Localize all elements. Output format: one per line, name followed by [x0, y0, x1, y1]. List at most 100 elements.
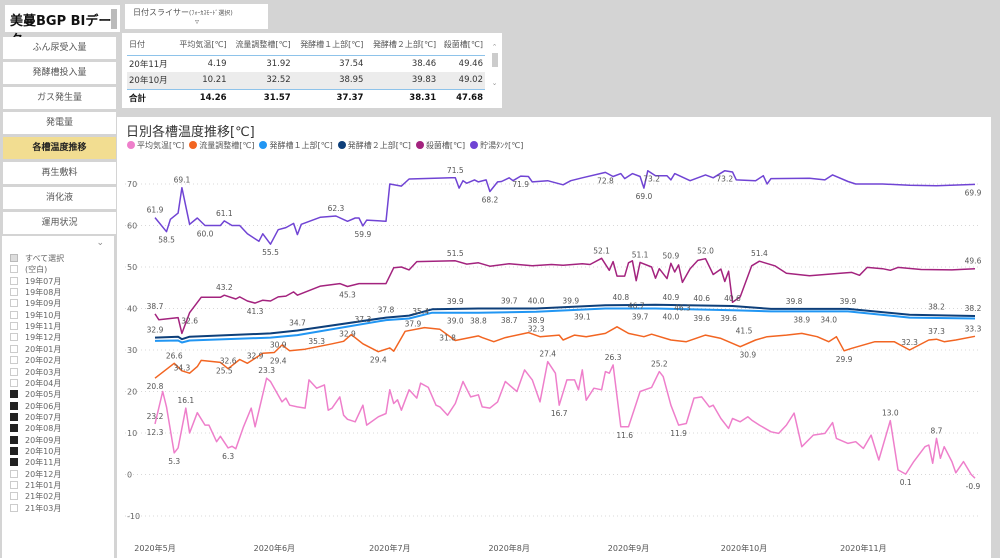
checkbox[interactable] — [10, 503, 18, 512]
checkbox[interactable] — [10, 390, 18, 399]
column-header[interactable]: 発酵槽１上部[℃] — [300, 40, 364, 49]
checkbox[interactable] — [10, 446, 18, 455]
legend-item[interactable]: 発酵槽１上部[℃] — [259, 141, 333, 150]
data-label: 39.1 — [574, 313, 591, 322]
chevron-down-icon[interactable]: ⌄ — [96, 238, 104, 248]
slicer-item[interactable]: 21年03月 — [10, 503, 61, 514]
slicer-item-label: 21年01月 — [25, 481, 62, 490]
slicer-item[interactable]: 20年05月 — [10, 389, 61, 400]
checkbox[interactable] — [10, 469, 18, 478]
legend-label: 殺菌槽[℃] — [425, 141, 466, 150]
slicer-item[interactable]: 20年11月 — [10, 457, 61, 468]
legend-item[interactable]: 平均気温[℃] — [127, 141, 184, 150]
title-scrollbar[interactable] — [111, 9, 117, 29]
date-slicer[interactable]: 日付スライサー(ﾌｫｰｶｽﾓｰﾄﾞ選択) ▿ — [125, 4, 268, 29]
x-tick-label: 2020年10月 — [721, 543, 768, 553]
checkbox[interactable] — [10, 299, 18, 308]
slicer-item[interactable]: 19年11月 — [10, 321, 61, 332]
checkbox[interactable] — [10, 481, 18, 489]
slicer-item[interactable]: 20年12月 — [10, 469, 61, 480]
checkbox[interactable] — [10, 254, 18, 262]
scroll-thumb[interactable] — [491, 53, 498, 67]
slicer-item[interactable]: 21年01月 — [10, 480, 61, 491]
slicer-item[interactable]: 20年03月 — [10, 367, 61, 378]
y-tick-label: 70 — [127, 180, 137, 189]
column-header[interactable]: 日付 — [129, 40, 145, 49]
checkbox[interactable] — [10, 288, 18, 297]
data-label: 40.9 — [663, 293, 680, 302]
x-tick-label: 2020年7月 — [369, 543, 410, 553]
slicer-item[interactable]: 20年06月 — [10, 401, 61, 412]
nav-button[interactable]: 運用状況 — [3, 212, 116, 234]
checkbox[interactable] — [10, 265, 18, 274]
filter-icon[interactable]: ▿ — [195, 17, 200, 26]
slicer-item[interactable]: 20年07月 — [10, 412, 61, 423]
data-label: 11.9 — [670, 429, 687, 438]
table-scrollbar[interactable]: ⌃ ⌄ — [491, 43, 498, 98]
legend-item[interactable]: 発酵槽２上部[℃] — [337, 141, 411, 150]
slicer-item[interactable]: 21年02月 — [10, 491, 61, 502]
nav-button[interactable]: 各槽温度推移 — [3, 137, 116, 159]
checkbox[interactable] — [10, 333, 18, 342]
data-label: 34.7 — [289, 318, 306, 327]
column-header[interactable]: 流量調整槽[℃] — [235, 40, 291, 49]
slicer-item[interactable]: 20年10月 — [10, 446, 61, 457]
nav-button[interactable]: ふん尿受入量 — [3, 37, 116, 59]
slicer-item[interactable]: 20年01月 — [10, 344, 61, 355]
checkbox[interactable] — [10, 378, 18, 387]
checkbox[interactable] — [10, 310, 18, 319]
slicer-item[interactable]: 20年08月 — [10, 423, 61, 434]
series-line — [154, 360, 976, 479]
data-label: 16.7 — [551, 409, 568, 418]
checkbox[interactable] — [10, 356, 18, 365]
slicer-item[interactable]: すべて選択 — [10, 253, 64, 264]
slicer-item[interactable]: 20年09月 — [10, 435, 61, 446]
nav-button[interactable]: 発電量 — [3, 112, 116, 134]
checkbox[interactable] — [10, 344, 18, 353]
slicer-item[interactable]: 19年09月 — [10, 298, 61, 309]
legend-item[interactable]: 殺菌槽[℃] — [415, 141, 466, 150]
table-cell: 4.19 — [207, 58, 227, 69]
legend-item[interactable]: 流量調整槽[℃] — [189, 141, 254, 150]
slicer-item-label: 20年03月 — [25, 367, 62, 377]
checkbox[interactable] — [10, 367, 18, 376]
checkbox[interactable] — [10, 322, 18, 331]
slicer-item[interactable]: 19年10月 — [10, 310, 61, 321]
date-slicer-label: 日付スライサー — [133, 8, 189, 17]
data-label: 32.9 — [147, 326, 164, 335]
column-header[interactable]: 発酵槽２上部[℃] — [372, 40, 437, 49]
checkbox[interactable] — [10, 401, 18, 410]
slicer-item[interactable]: (空白) — [10, 264, 47, 275]
date-slicer-sublabel: (ﾌｫｰｶｽﾓｰﾄﾞ選択) — [189, 10, 233, 17]
data-label: 52.1 — [593, 246, 610, 255]
data-label: 51.5 — [447, 249, 464, 258]
legend-dot-icon — [415, 141, 424, 149]
slicer-item[interactable]: 20年04月 — [10, 378, 61, 389]
column-header[interactable]: 殺菌槽[℃] — [443, 40, 483, 49]
slicer-item[interactable]: 19年08月 — [10, 287, 61, 298]
data-label: 41.5 — [736, 326, 753, 335]
nav-button[interactable]: 再生敷料 — [3, 162, 116, 184]
slicer-item[interactable]: 19年12月 — [10, 332, 61, 343]
column-header[interactable]: 平均気温[℃] — [179, 40, 227, 49]
checkbox[interactable] — [10, 435, 18, 444]
legend-dot-icon — [259, 141, 268, 149]
data-label: 38.2 — [965, 304, 982, 313]
nav-button[interactable]: 消化液 — [3, 187, 116, 209]
nav-button[interactable]: 発酵槽投入量 — [3, 62, 116, 84]
series-line — [154, 169, 976, 245]
nav-button[interactable]: ガス発生量 — [3, 87, 116, 109]
checkbox[interactable] — [10, 424, 18, 433]
checkbox[interactable] — [10, 412, 18, 421]
slicer-item[interactable]: 19年07月 — [10, 276, 61, 287]
x-tick-label: 2020年5月 — [134, 543, 175, 553]
legend-item[interactable]: 貯湯ﾀﾝｸ[℃] — [470, 141, 523, 150]
checkbox[interactable] — [10, 458, 18, 467]
checkbox[interactable] — [10, 492, 18, 501]
slicer-item[interactable]: 20年02月 — [10, 355, 61, 366]
scroll-down-icon[interactable]: ⌄ — [491, 79, 498, 87]
data-label: 26.6 — [166, 351, 183, 360]
scroll-up-icon[interactable]: ⌃ — [491, 43, 498, 51]
data-label: 34.3 — [174, 364, 191, 373]
checkbox[interactable] — [10, 276, 18, 285]
